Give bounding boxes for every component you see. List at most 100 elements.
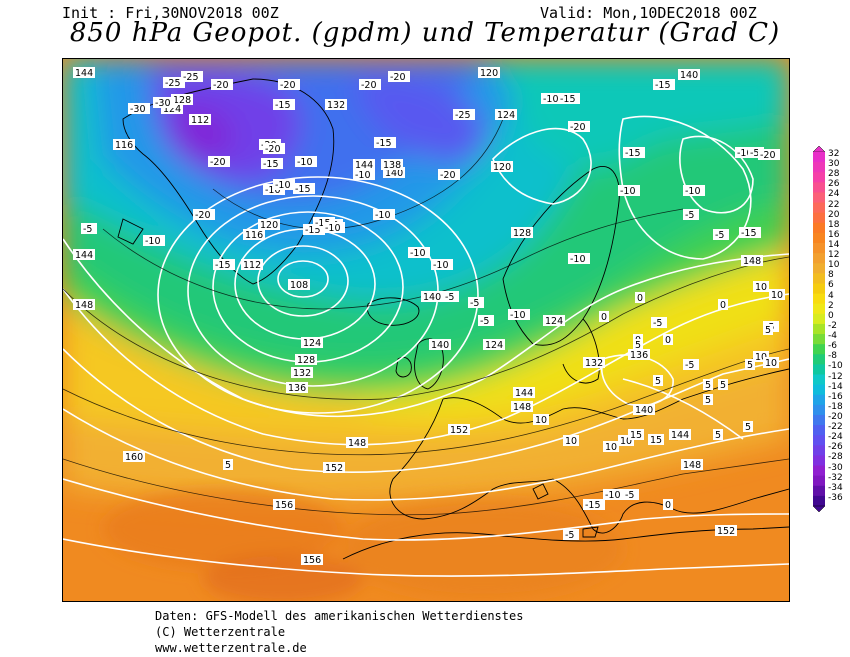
geopotential-label-box (491, 161, 513, 172)
temperature-label-box (623, 489, 639, 500)
colorbar-label: -36 (828, 492, 843, 503)
colorbar-label: -14 (828, 381, 843, 392)
colorbar-top-arrow (812, 145, 826, 153)
temperature-label: -15 (585, 500, 601, 511)
temperature-label: -25 (183, 72, 199, 83)
footer-website[interactable]: www.wetterzentrale.de (155, 641, 307, 655)
geopotential-label-box (73, 67, 95, 78)
colorbar-label: 28 (828, 169, 840, 180)
geopotential-label: 144 (671, 430, 689, 441)
temperature-colorbar (812, 145, 826, 516)
temperature-label-box (508, 309, 530, 320)
geopotential-label: 152 (717, 526, 735, 537)
temperature-label: -15 (263, 159, 279, 170)
colorbar-label: -32 (828, 472, 843, 483)
temperature-label-box (181, 71, 203, 82)
colorbar-swatch (813, 475, 825, 487)
geopotential-label-box (741, 255, 763, 266)
temperature-label: 5 (635, 340, 641, 351)
temperature-label-box (353, 169, 375, 180)
temperature-label-box (739, 227, 761, 238)
colorbar-swatch (813, 212, 825, 224)
geopotential-label-box (421, 291, 443, 302)
colorbar-swatch (813, 192, 825, 204)
colorbar-label: 20 (828, 209, 840, 220)
temperature-label-box (663, 499, 673, 510)
colorbar-swatch (813, 253, 825, 264)
temperature-label: 5 (745, 422, 751, 433)
geopotential-label: 136 (288, 383, 306, 394)
geopotential-label: 140 (635, 405, 653, 416)
temperature-label: -30 (155, 98, 171, 109)
colorbar-swatch (813, 344, 825, 355)
temperature-label: 10 (565, 436, 577, 447)
temperature-label: -5 (470, 298, 479, 309)
temperature-label-box (703, 394, 713, 405)
temperature-label-box (713, 229, 729, 240)
colorbar-label: -4 (828, 331, 837, 342)
colorbar-label: -34 (828, 482, 843, 493)
colorbar-label: 26 (828, 179, 840, 190)
colorbar-label: -30 (828, 462, 843, 473)
colorbar-label: -20 (828, 411, 843, 422)
geopotential-label: 148 (513, 402, 531, 413)
temperature-label-box (599, 311, 609, 322)
temperature-label-box (583, 499, 605, 510)
temperature-label-box (223, 459, 233, 470)
temperature-label-box (633, 339, 643, 350)
temperature-label: -10 (355, 170, 371, 181)
geopotential-label-box (325, 99, 347, 110)
temperature-label-box (153, 97, 175, 108)
colorbar-swatch (813, 445, 825, 456)
geopotential-label: 124 (545, 316, 563, 327)
init-time: Init : Fri,30NOV2018 00Z (62, 4, 279, 22)
temperature-label-box (735, 147, 757, 158)
colorbar-label: -24 (828, 432, 843, 443)
map-labels: 144 120 1401321281241121161161201121081241… (73, 67, 785, 566)
temperature-label-box (683, 209, 699, 220)
colorbar-label: 4 (828, 290, 834, 301)
temperature-label: 0 (665, 500, 671, 511)
geopotential-label: 140 (431, 340, 449, 351)
temperature-label: 5 (720, 380, 726, 391)
temperature-label: -20 (280, 80, 296, 91)
temperature-label: -15 (295, 184, 311, 195)
temperature-label-box (278, 79, 300, 90)
temperature-label-box (618, 435, 634, 446)
colorbar-swatch (813, 455, 825, 467)
geopotential-label: 144 (355, 160, 373, 171)
temperature-label-box (408, 247, 430, 258)
geopotential-label: 144 (515, 388, 533, 399)
temperature-label-box (753, 281, 769, 292)
colorbar-label: -2 (828, 320, 837, 331)
geopotential-label-box (295, 354, 317, 365)
temperature-label: -15 (625, 148, 641, 159)
geopotential-label: 140 (423, 292, 441, 303)
geopotential-label-box (381, 159, 403, 170)
temperature-label: 10 (755, 352, 767, 363)
geopotential-label-box (448, 424, 470, 435)
colorbar-label: 2 (828, 300, 834, 311)
temperature-label: -10 (325, 223, 341, 234)
temperature-label-box (293, 183, 315, 194)
geopotential-label-box (678, 69, 700, 80)
temperature-label-box (374, 137, 396, 148)
geopotential-label: 156 (303, 555, 321, 566)
geopotential-label-box (301, 554, 323, 565)
geopotential-label: 144 (75, 250, 93, 261)
colorbar-swatch (813, 435, 825, 446)
geopotential-label-box (483, 339, 505, 350)
temperature-label: -25 (455, 110, 471, 121)
temperature-label: -15 (315, 218, 331, 229)
temperature-label-box (303, 224, 325, 235)
colorbar-label: -8 (828, 351, 837, 362)
temperature-label: -10 (570, 254, 586, 265)
geopotential-label-box (286, 382, 308, 393)
temperature-label-box (568, 253, 590, 264)
colorbar-label: -12 (828, 371, 843, 382)
temperature-label: -10 (265, 185, 281, 196)
temperature-label: -15 (655, 80, 671, 91)
temperature-label-box (468, 297, 484, 308)
colorbar-swatch (813, 394, 825, 406)
geopotential-label: 132 (585, 358, 603, 369)
